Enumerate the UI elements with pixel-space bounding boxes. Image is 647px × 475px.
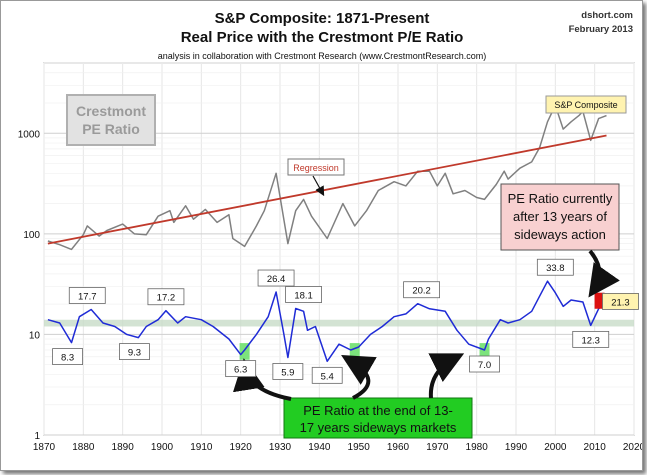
- data-label-box: [536, 258, 574, 276]
- sideways-markers: [239, 343, 490, 360]
- legend-box: [545, 95, 627, 114]
- regression-callout-text: Regression: [293, 163, 339, 173]
- series-line-2: [47, 280, 608, 363]
- data-label-text: 18.1: [294, 291, 313, 302]
- current-pe-marker: [594, 292, 605, 309]
- sideways-callout-line2: 17 years sideways markets: [300, 420, 457, 435]
- current-callout-arrow: [588, 249, 620, 298]
- sideways-arrow-3: [428, 353, 465, 399]
- mean-band-rect: [44, 319, 634, 327]
- sideways-callout-box: [283, 397, 473, 439]
- x-tick-label: 1880: [72, 442, 95, 453]
- current-callout-line2: after 13 years of: [513, 209, 607, 224]
- data-label-box: [403, 281, 441, 299]
- data-label-text: 33.8: [546, 263, 565, 274]
- sideways-callout-line1: PE Ratio at the end of 13-: [303, 403, 453, 418]
- crestmont-logo-box: [66, 94, 156, 146]
- data-label-text: 5.4: [321, 371, 334, 382]
- data-label-box: [272, 363, 304, 380]
- data-label-text: 7.0: [478, 360, 491, 371]
- x-tick-label: 1980: [466, 442, 489, 453]
- data-label-text: 5.9: [281, 367, 294, 378]
- data-label-text: 17.7: [78, 291, 97, 302]
- x-tick-label: 1960: [387, 442, 410, 453]
- x-tick-label: 2000: [544, 442, 567, 453]
- x-tick-label: 1890: [112, 442, 135, 453]
- x-tick-label: 1870: [33, 442, 56, 453]
- sideways-arrow-2: [341, 354, 377, 400]
- data-label-text: 6.3: [234, 365, 247, 376]
- data-label-box: [119, 343, 150, 361]
- x-tick-label: 1900: [151, 442, 174, 453]
- data-label-box: [147, 288, 185, 306]
- data-label-box: [68, 287, 106, 304]
- x-tick-label: 1920: [230, 442, 253, 453]
- data-label-text: 26.4: [267, 274, 286, 285]
- current-callout-line3: sideways action: [514, 227, 606, 242]
- current-callout-box: [500, 183, 620, 251]
- data-label-box: [285, 286, 323, 303]
- data-label-box: [469, 355, 500, 373]
- series-line-0: [47, 104, 607, 251]
- data-label-text: 20.2: [412, 286, 431, 297]
- data-label-text: 21.3: [611, 297, 630, 308]
- x-tick-label: 1940: [308, 442, 331, 453]
- series-line-1: [47, 134, 607, 245]
- crestmont-logo-line2: PE Ratio: [82, 121, 140, 137]
- x-tick-label: 1950: [348, 442, 371, 453]
- x-tick-label: 2020: [623, 442, 642, 453]
- data-label-box: [225, 360, 257, 378]
- current-callout-line1: PE Ratio currently: [508, 191, 613, 206]
- date-label: February 2013: [569, 24, 633, 35]
- data-label-text: 12.3: [581, 335, 600, 346]
- data-label-box: [257, 269, 295, 287]
- data-label-text: 9.3: [128, 348, 141, 359]
- x-tick-label: 1970: [426, 442, 449, 453]
- y-tick-label: 1000: [18, 129, 41, 140]
- x-tick-label: 1910: [190, 442, 213, 453]
- sideways-marker: [239, 343, 250, 360]
- data-label-box: [602, 293, 639, 310]
- source-label: dshort.com: [581, 10, 633, 21]
- chart-svg: S&P Composite: 1871-Present Real Price w…: [18, 10, 642, 453]
- data-label-box: [311, 366, 343, 384]
- x-tick-label: 1930: [269, 442, 292, 453]
- data-label-text: 17.2: [157, 293, 176, 304]
- x-tick-label: 1990: [505, 442, 528, 453]
- legend-label: S&P Composite: [554, 100, 617, 110]
- crestmont-logo-line1: Crestmont: [76, 103, 146, 119]
- data-labels: 17.7 8.3 9.3 17.2 6.3 26.4 5.9 18.1 5.4 20.2 7.0 33…: [52, 258, 639, 384]
- sideways-marker: [479, 343, 490, 360]
- y-tick-label: 100: [23, 230, 40, 241]
- data-label-text: 8.3: [61, 353, 74, 364]
- chart-note: analysis in collaboration with Crestmont…: [158, 51, 487, 61]
- series-group: [47, 104, 608, 363]
- regression-callout-arrow: [312, 175, 325, 197]
- chart-title: S&P Composite: 1871-Present: [215, 10, 430, 27]
- mean-band: [44, 319, 634, 327]
- axis-ticks: 1870 1880 1890 1900 1910 1920 1930 1940 1950 1960…: [18, 129, 642, 453]
- data-label-box: [52, 348, 83, 365]
- data-label-box: [572, 330, 610, 348]
- sideways-marker: [349, 343, 360, 360]
- x-tick-label: 2010: [584, 442, 607, 453]
- regression-callout-box: [287, 158, 345, 176]
- chart-subtitle: Real Price with the Crestmont P/E Ratio: [181, 29, 464, 46]
- y-tick-label: 1: [34, 431, 40, 442]
- y-tick-label: 10: [29, 330, 41, 341]
